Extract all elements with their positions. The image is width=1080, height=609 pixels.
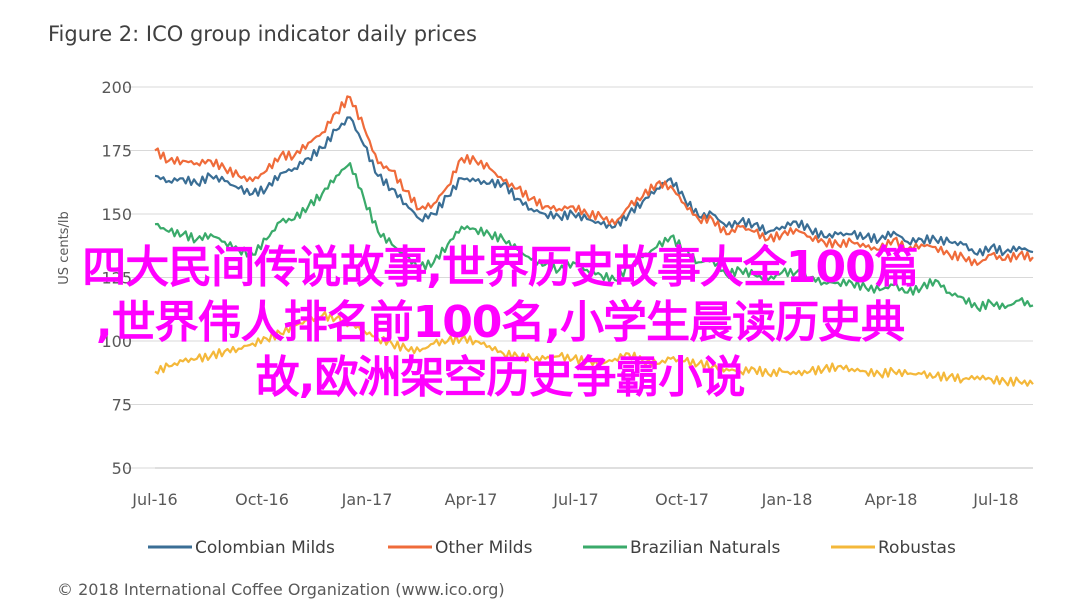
x-tick-label: Apr-17 — [445, 490, 498, 509]
x-tick-label: Oct-17 — [655, 490, 709, 509]
legend: Colombian Milds Other Milds Brazilian Natu… — [148, 538, 956, 558]
y-tick-label: 200 — [101, 78, 132, 97]
series-line-other-milds — [154, 95, 1034, 267]
legend-label: Other Milds — [435, 538, 533, 558]
gridlines — [125, 86, 1033, 469]
chart-title: Figure 2: ICO group indicator daily pric… — [48, 22, 477, 46]
y-tick-label: 50 — [112, 459, 132, 478]
series-line-robustas — [154, 311, 1034, 387]
x-tick-label: Jul-18 — [972, 490, 1018, 509]
series-lines — [154, 95, 1034, 387]
axes: 50 75 100 125 150 175 200 Jul-16 Oct-16 Jan-17 Apr… — [57, 78, 1033, 509]
y-tick-label: 125 — [101, 269, 132, 288]
x-tick-label: Jul-16 — [131, 490, 177, 509]
x-tick-label: Oct-16 — [235, 490, 289, 509]
legend-label: Brazilian Naturals — [630, 538, 780, 558]
y-tick-label: 75 — [112, 396, 132, 415]
copyright-footer: © 2018 International Coffee Organization… — [57, 580, 505, 599]
x-tick-label: Jan-18 — [761, 490, 813, 509]
series-line-colombian-milds — [154, 116, 1034, 257]
x-tick-label: Jul-17 — [552, 490, 598, 509]
series-line-brazilian-naturals — [154, 162, 1034, 312]
x-tick-label: Jan-17 — [341, 490, 393, 509]
y-tick-label: 150 — [101, 205, 132, 224]
y-tick-label: 100 — [101, 332, 132, 351]
legend-label: Robustas — [878, 538, 956, 558]
y-tick-label: 175 — [101, 142, 132, 161]
x-tick-label: Apr-18 — [865, 490, 918, 509]
legend-label: Colombian Milds — [195, 538, 335, 558]
y-axis-label: US cents/lb — [57, 211, 72, 284]
